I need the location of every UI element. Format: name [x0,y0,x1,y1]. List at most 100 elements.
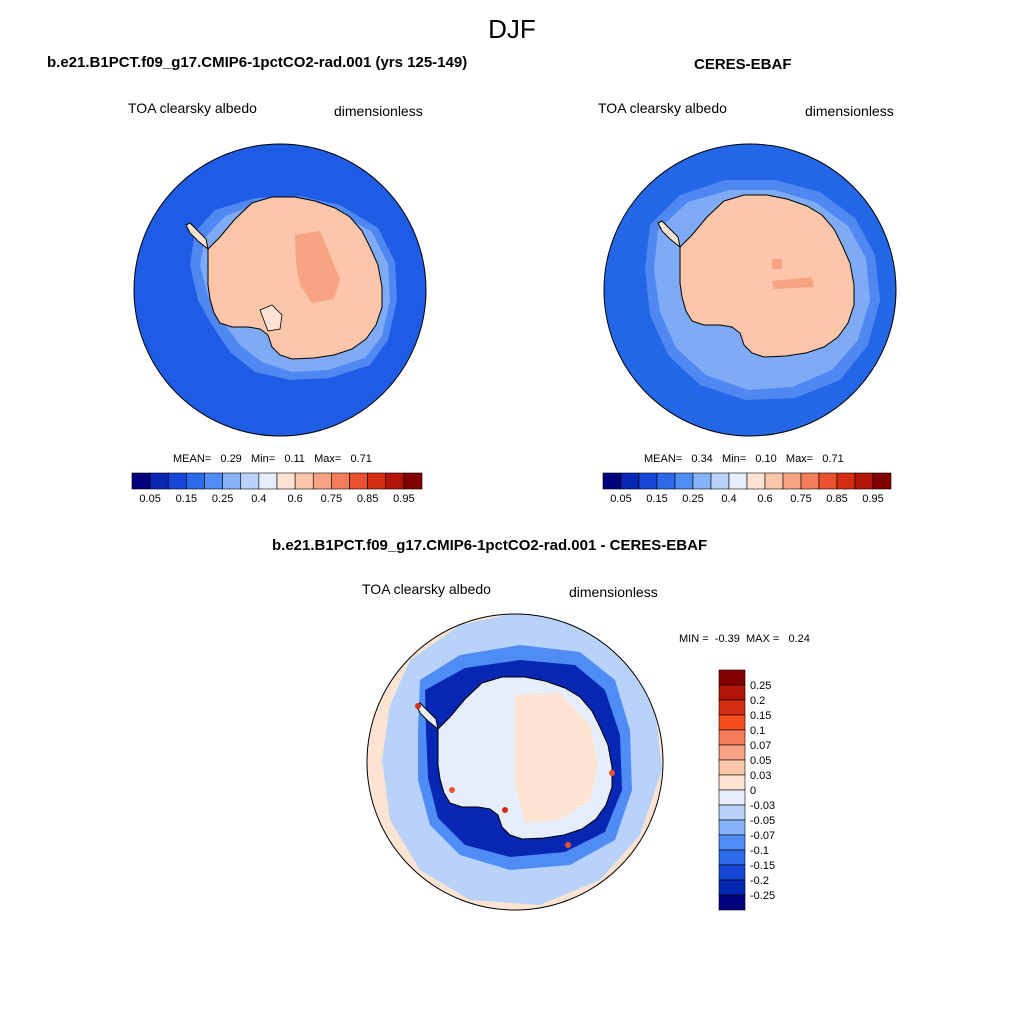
colorbar-swatch [818,472,838,490]
map-panel-1 [133,143,427,437]
colorbar-tick-label: 0.25 [212,493,233,505]
panel-2-right-label: dimensionless [805,103,894,119]
panel-1-stats: MEAN= 0.29 Min= 0.11 Max= 0.71 [173,453,372,465]
colorbar-swatch [186,472,205,490]
colorbar-swatch [240,472,260,490]
map-border [133,143,427,437]
colorbar-tick-label: 0.15 [646,493,667,505]
positive-anomaly [502,807,508,813]
map-border [603,143,897,437]
max-value: 0.24 [788,633,810,645]
panel-2-stats: MEAN= 0.34 Min= 0.10 Max= 0.71 [644,453,844,465]
high-plateau-patch [772,259,782,269]
colorbar-swatch [602,472,622,490]
colorbar-tick-label: 0.4 [251,493,266,505]
colorbar-swatch [836,472,856,490]
colorbar-tick-label: 0.85 [826,493,847,505]
colorbar-swatch [620,472,640,490]
colorbar-swatch [331,472,350,490]
colorbar-swatch [718,864,746,881]
colorbar-tick-label: 0.75 [790,493,811,505]
colorbar-tick-label: -0.07 [750,830,775,842]
colorbar-tick-label: 0.6 [287,493,302,505]
colorbar-swatch [385,472,405,490]
panel-1-title: b.e21.B1PCT.f09_g17.CMIP6-1pctCO2-rad.00… [47,54,468,71]
map-panel-3 [366,613,664,911]
high-plateau [772,277,814,289]
colorbar-swatch [764,472,784,490]
colorbar-tick-label: 0.05 [750,755,771,767]
colorbar-swatch [718,819,746,836]
colorbar-swatch [294,472,314,490]
colorbar-tick-label: -0.2 [750,875,769,887]
colorbar-swatch [854,472,874,490]
colorbar-swatch [746,472,766,490]
min-value: 0.10 [755,453,777,465]
high-plateau [295,231,340,303]
colorbar-swatch [728,472,748,490]
colorbar-tick-label: 0.85 [357,493,378,505]
min-value: 0.11 [284,453,305,465]
colorbar-swatch [718,849,746,866]
max-value: 0.71 [350,453,372,465]
max-label: MAX = [745,633,780,645]
colorbar-swatch [167,472,187,490]
colorbar-tick-label: 0.6 [757,493,772,505]
colorbar-swatch [312,472,332,490]
colorbar-tick-label: 0.05 [610,493,631,505]
colorbar-tick-label: 0.95 [393,493,414,505]
colorbar-swatch [674,472,694,490]
colorbar-swatch [710,472,730,490]
figure-title: DJF [488,14,536,44]
colorbar-tick-label: 0.95 [862,493,883,505]
mean-value: 0.34 [691,453,713,465]
colorbar-tick-label: 0.25 [682,493,703,505]
colorbar-swatch [718,774,746,791]
colorbar-tick-label: 0 [750,785,756,797]
colorbar-tick-label: 0.4 [721,493,736,505]
ice-shelf [259,304,283,332]
colorbar-swatch [638,472,658,490]
colorbar-swatch [718,789,746,806]
colorbar-swatch [718,759,746,776]
colorbar-tick-label: -0.03 [750,800,775,812]
positive-anomaly [609,770,615,776]
colorbar-swatch [718,804,746,821]
positive-anomaly [415,703,421,709]
colorbar-swatch [718,714,746,731]
colorbar-swatch [718,684,746,701]
colorbar-swatch [872,472,892,490]
max-label: Max= [785,453,814,465]
mean-label: MEAN= [644,453,683,465]
colorbar-swatch [204,472,223,490]
colorbar-swatch [276,472,296,490]
colorbar-swatch [222,472,242,490]
colorbar-swatch [149,472,169,490]
colorbar-tick-label: 0.15 [750,710,771,722]
max-label: Max= [314,453,342,465]
panel-2-left-label: TOA clearsky albedo [598,100,727,116]
map-panel-2 [603,143,897,437]
colorbar-swatch [131,472,151,490]
colorbar-swatch [718,699,746,716]
colorbar-swatch [718,729,746,746]
colorbar-swatch [782,472,802,490]
colorbar-swatch [656,472,676,490]
colorbar-tick-label: 0.15 [176,493,197,505]
colorbar-swatch [349,472,368,490]
colorbar-swatch [718,669,746,686]
colorbar-swatch [718,894,746,911]
colorbar-swatch [403,472,423,490]
colorbar-tick-label: -0.25 [750,890,775,902]
colorbar-tick-label: 0.2 [750,695,765,707]
colorbar-tick-label: 0.03 [750,770,771,782]
colorbar-tick-label: 0.05 [139,493,160,505]
positive-anomaly [449,787,455,793]
colorbar-swatch [718,879,746,896]
colorbar-tick-label: 0.25 [750,680,771,692]
mean-label: MEAN= [173,453,212,465]
mean-value: 0.29 [220,453,242,465]
colorbar-swatch [718,834,746,851]
colorbar-difference: 0.25 0.2 0.15 0.1 0.07 0.05 0.03 0 -0.03 -0.05 -0.… [718,669,775,911]
